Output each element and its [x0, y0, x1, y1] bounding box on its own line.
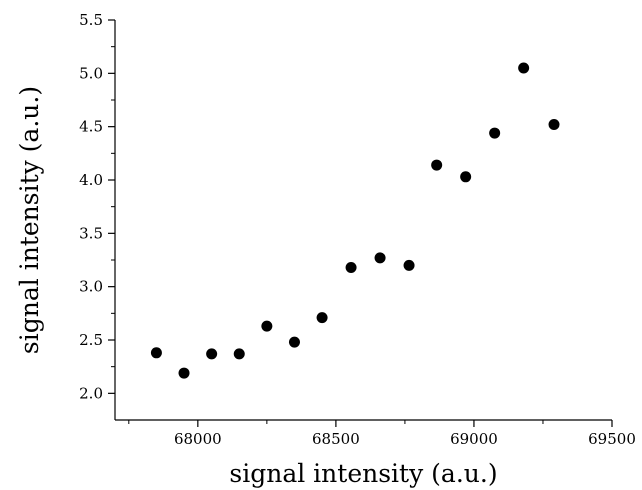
y-tick-label: 2.0: [79, 384, 103, 402]
x-tick-label: 68000: [174, 430, 222, 448]
y-ticks: 2.0 2.5 3.0 3.5 4.0 4.5 5.0 5.5: [79, 11, 115, 402]
axes: 68000 68500 69000 69500 2.0 2.5 3.0 3.5 4.0 4.5 5…: [79, 11, 636, 448]
x-tick-label: 69000: [450, 430, 498, 448]
x-ticks: 68000 68500 69000 69500: [128, 420, 636, 448]
data-point: [431, 159, 443, 171]
data-point: [150, 347, 162, 359]
data-point: [489, 127, 501, 139]
y-axis-title: signal intensity (a.u.): [15, 86, 44, 354]
x-tick-label: 68500: [312, 430, 360, 448]
data-point: [316, 312, 328, 324]
y-tick-label: 4.0: [79, 171, 103, 189]
y-tick-label: 2.5: [79, 331, 103, 349]
data-point: [460, 171, 472, 183]
x-axis-title: signal intensity (a.u.): [229, 459, 497, 488]
data-point: [403, 259, 415, 271]
y-tick-label: 3.0: [79, 278, 103, 296]
y-tick-label: 5.0: [79, 64, 103, 82]
y-tick-label: 3.5: [79, 224, 103, 242]
y-tick-label: 5.5: [79, 11, 103, 29]
data-point: [206, 348, 218, 360]
y-tick-label: 4.5: [79, 118, 103, 136]
data-point: [518, 62, 530, 74]
data-point: [288, 336, 300, 348]
data-points: [150, 62, 560, 379]
data-point: [374, 252, 386, 264]
data-point: [548, 119, 560, 131]
data-point: [261, 320, 273, 332]
data-point: [233, 348, 245, 360]
data-point: [345, 261, 357, 273]
data-point: [178, 367, 190, 379]
x-tick-label: 69500: [588, 430, 636, 448]
